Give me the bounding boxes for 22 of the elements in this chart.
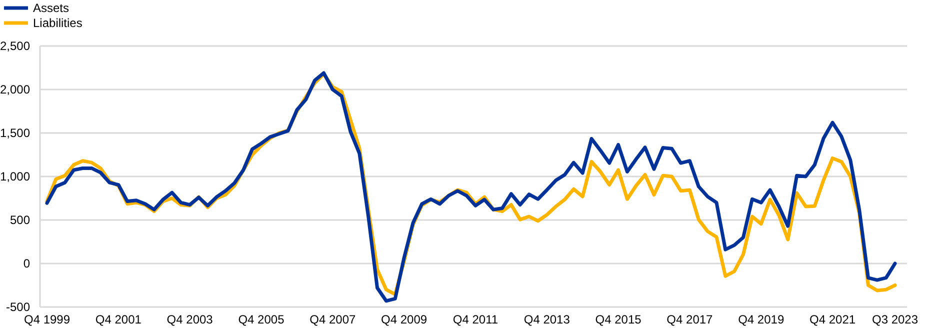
x-tick-label: Q4 2001 bbox=[95, 312, 142, 327]
x-tick-label: Q3 2023 bbox=[872, 312, 918, 327]
y-tick-label: 2,500 bbox=[0, 38, 30, 53]
x-tick-label: Q4 1999 bbox=[24, 312, 70, 327]
x-tick-label: Q4 2011 bbox=[452, 312, 498, 327]
y-tick-label: 1,000 bbox=[0, 169, 30, 184]
y-tick-label: 2,000 bbox=[0, 82, 30, 96]
x-tick-label: Q4 2013 bbox=[524, 312, 570, 327]
y-tick-label: 1,500 bbox=[0, 126, 30, 140]
x-tick-label: Q4 2017 bbox=[666, 312, 714, 327]
x-tick-label: Q4 2015 bbox=[595, 312, 642, 327]
x-tick-label: Q4 2003 bbox=[166, 312, 214, 327]
y-tick-label: 500 bbox=[10, 212, 30, 227]
x-tick-label: Q4 2021 bbox=[809, 312, 856, 327]
x-tick-label: Q4 2007 bbox=[310, 312, 356, 327]
x-tick-label: Q4 2019 bbox=[738, 312, 784, 327]
y-tick-label: 0 bbox=[23, 256, 30, 270]
y-tick-label: -500 bbox=[6, 300, 30, 314]
x-tick-label: Q4 2005 bbox=[238, 312, 285, 327]
legend-label: Assets bbox=[33, 1, 70, 15]
x-tick-label: Q4 2009 bbox=[381, 312, 428, 327]
legend-label: Liabilities bbox=[33, 16, 82, 30]
